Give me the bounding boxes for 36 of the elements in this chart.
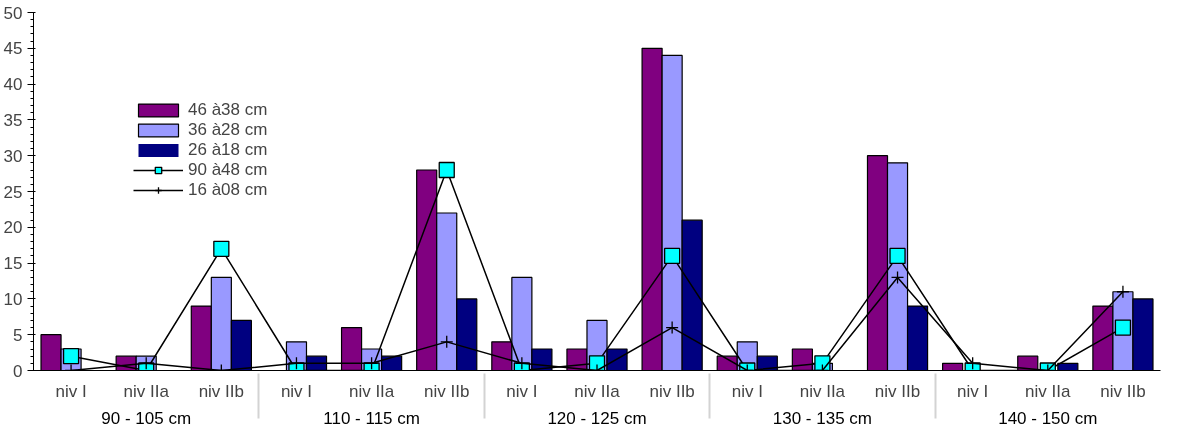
y-tick-label: 45 [3, 39, 23, 59]
x-tick-label: niv IIa [574, 381, 621, 401]
legend-label: 26 à18 cm [188, 140, 268, 160]
legend-label: 16 à08 cm [188, 180, 268, 200]
y-tick-label: 30 [3, 146, 23, 166]
x-tick-label: niv I [280, 381, 313, 401]
x-tick-label: niv IIa [1025, 381, 1072, 401]
x-tick-label: niv IIa [123, 381, 170, 401]
legend-label: 36 à28 cm [188, 120, 268, 140]
x-tick-label: niv I [957, 381, 989, 401]
y-tick-label: 10 [3, 289, 23, 309]
y-tick-label: 20 [3, 218, 23, 238]
x-tick-label: niv IIb [198, 381, 245, 401]
x-tick-label: niv I [506, 381, 538, 401]
x-tick-label: niv I [55, 381, 87, 401]
x-tick-label: niv IIb [874, 381, 921, 401]
legend-label: 46 à38 cm [188, 100, 268, 120]
x-tick-label: niv IIb [1100, 381, 1146, 401]
x-tick-label: niv I [731, 381, 763, 401]
y-tick-label: 0 [13, 361, 23, 381]
x-tick-label: niv IIa [799, 381, 846, 401]
text: 90 - 105 cm [101, 408, 192, 428]
text: 110 - 115 cm [323, 408, 420, 428]
y-tick-label: 50 [3, 3, 23, 23]
y-tick-label: 25 [3, 182, 23, 202]
y-tick-label: 15 [3, 254, 23, 274]
x-tick-label: niv IIb [424, 381, 470, 401]
text: 120 - 125 cm [547, 408, 647, 428]
text: 130 - 135 cm [772, 408, 873, 428]
legend-label: 90 à48 cm [188, 160, 268, 180]
y-tick-label: 35 [3, 110, 23, 130]
y-tick-label: 5 [13, 325, 23, 345]
x-tick-label: niv IIb [649, 381, 695, 401]
y-tick-label: 40 [3, 75, 23, 95]
text: 140 - 150 cm [998, 408, 1098, 428]
x-tick-label: niv IIa [348, 381, 395, 401]
